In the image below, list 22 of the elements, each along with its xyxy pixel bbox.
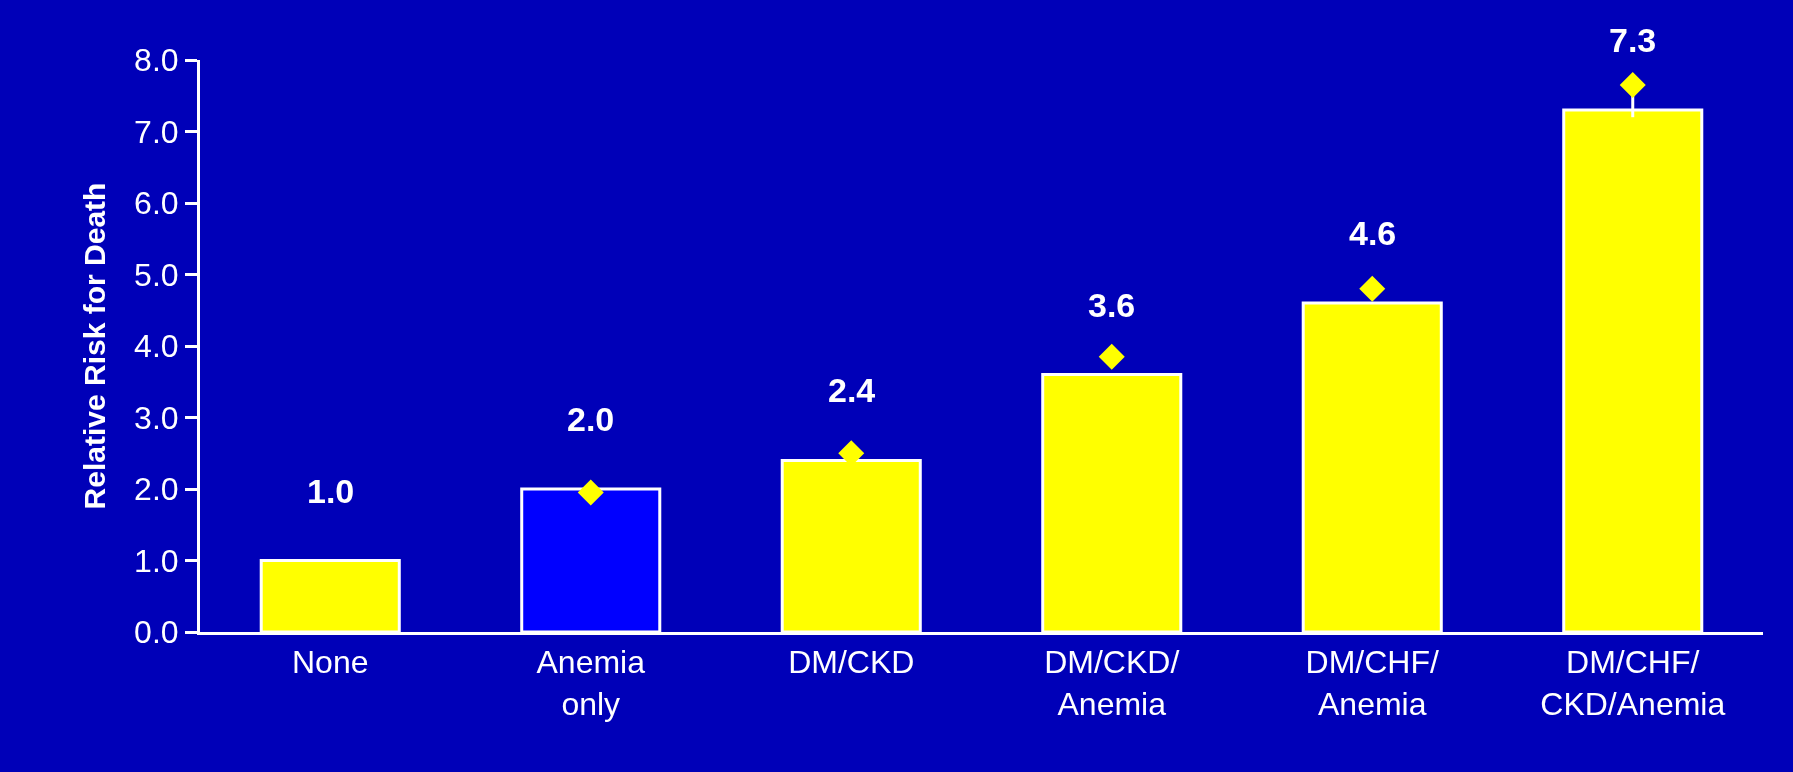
x-tick-label: DM/CKD/ Anemia: [1044, 644, 1180, 722]
y-tick-label: 7.0: [134, 113, 179, 150]
y-tick-label: 4.0: [134, 328, 179, 365]
data-label: 2.4: [828, 371, 876, 409]
data-label: 3.6: [1088, 286, 1136, 324]
y-tick-label: 5.0: [134, 256, 179, 293]
y-tick-label: 1.0: [134, 542, 179, 579]
y-tick-label: 3.0: [134, 399, 179, 436]
x-tick-label: DM/CKD: [788, 644, 915, 681]
x-tick-label: None: [292, 644, 369, 681]
y-tick-label: 2.0: [134, 471, 179, 508]
x-tick-label: DM/CHF/ CKD/Anemia: [1540, 644, 1726, 722]
y-tick-label: 6.0: [134, 185, 179, 222]
x-tick-label: Anemia only: [536, 644, 646, 722]
x-tick-label: DM/CHF/ Anemia: [1305, 644, 1440, 722]
data-label: 1.0: [307, 472, 355, 510]
y-axis-title: Relative Risk for Death: [78, 182, 112, 510]
y-tick-label: 8.0: [134, 42, 179, 79]
data-label: 2.0: [567, 400, 615, 438]
y-tick-label: 0.0: [134, 614, 179, 651]
data-label: 4.6: [1349, 214, 1397, 252]
data-label: 7.3: [1609, 21, 1657, 59]
